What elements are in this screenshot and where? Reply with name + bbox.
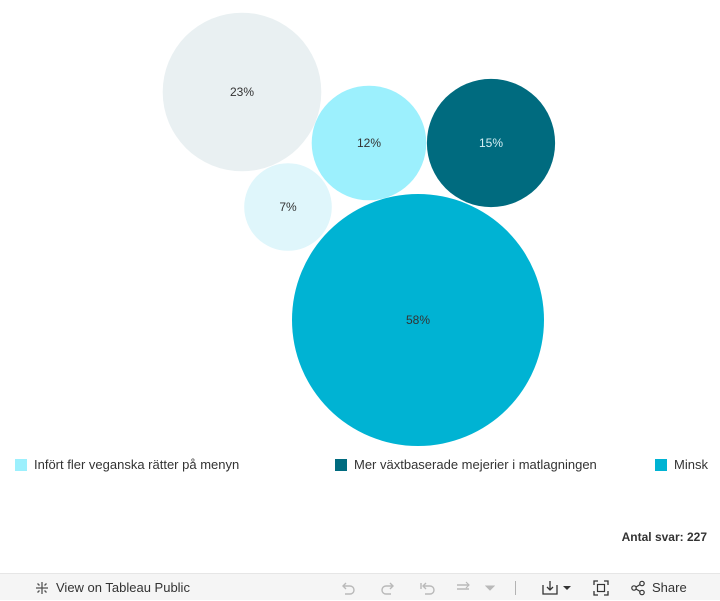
tableau-toolbar: View on Tableau Public (0, 573, 720, 600)
bubble-23[interactable] (162, 12, 322, 172)
undo-icon (342, 582, 355, 595)
refresh-dropdown[interactable] (485, 574, 495, 601)
share-icon (631, 580, 645, 595)
fullscreen-icon (593, 579, 609, 596)
revert-button[interactable] (419, 574, 437, 601)
view-on-tableau-label: View on Tableau Public (56, 580, 190, 595)
bubble-label: 7% (279, 200, 297, 214)
legend-swatch (335, 458, 347, 471)
bubble-58[interactable] (292, 194, 544, 446)
legend-item-minsk[interactable]: Minsk (655, 457, 708, 472)
redo-icon (381, 582, 394, 595)
revert-icon (420, 582, 435, 595)
toolbar-divider (515, 581, 516, 595)
bubble-12[interactable] (311, 85, 427, 201)
legend-item-vegan[interactable]: Infört fler veganska rätter på menyn (15, 457, 239, 472)
legend-swatch (15, 458, 27, 471)
bubble-chart: 23% 12% 15% 7% 58% (162, 12, 556, 446)
bubble-label: 12% (357, 136, 381, 150)
bubble-15[interactable] (426, 78, 556, 208)
redo-button[interactable] (380, 574, 396, 601)
download-button[interactable] (541, 574, 572, 601)
bubble-7[interactable] (244, 163, 332, 251)
share-label: Share (652, 580, 687, 595)
response-count-note: Antal svar: 227 (621, 530, 707, 544)
chevron-down-icon (485, 585, 495, 591)
refresh-icon (457, 581, 470, 590)
download-icon (542, 580, 558, 595)
bubble-label: 23% (230, 85, 254, 99)
fullscreen-button[interactable] (593, 574, 609, 601)
legend-label: Infört fler veganska rätter på menyn (34, 457, 240, 472)
legend-swatch (655, 458, 667, 471)
legend-item-dairy[interactable]: Mer växtbaserade mejerier i matlagningen (335, 457, 597, 472)
undo-button[interactable] (340, 574, 356, 601)
tableau-logo-icon (36, 581, 48, 594)
legend-label: Minsk (674, 457, 708, 472)
bubble-label: 58% (406, 313, 430, 327)
view-on-tableau-button[interactable]: View on Tableau Public (34, 574, 190, 601)
chevron-down-icon (563, 585, 571, 590)
legend-label: Mer växtbaserade mejerier i matlagningen (354, 457, 597, 472)
share-button[interactable]: Share (630, 574, 687, 601)
bubble-label: 15% (479, 136, 503, 150)
refresh-button[interactable] (455, 574, 473, 601)
